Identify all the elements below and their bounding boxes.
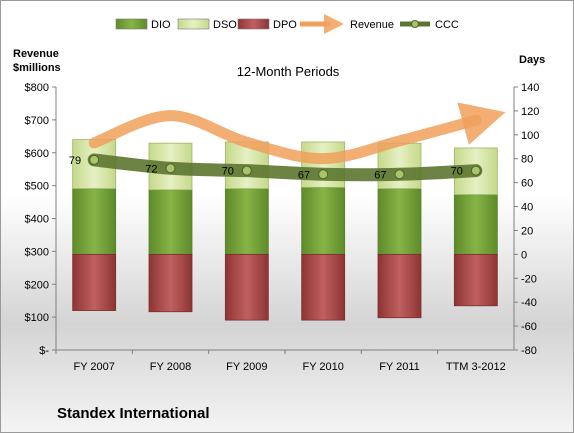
ccc-point [394, 169, 405, 180]
ccc-data-label: 67 [374, 169, 386, 181]
ccc-point [241, 165, 252, 176]
left-axis-tick-label: $100 [25, 312, 49, 324]
legend-swatch-ccc-marker [411, 20, 419, 28]
ccc-point [318, 169, 329, 180]
revenue-line [88, 102, 506, 165]
bar-dio [224, 188, 269, 255]
right-axis-tick-label: -20 [521, 273, 537, 285]
left-axis-tick-label: $400 [25, 214, 49, 226]
ccc-point [165, 163, 176, 174]
bar-dio [72, 188, 117, 255]
left-axis-tick-label: $600 [25, 148, 49, 160]
ccc-data-label: 79 [69, 155, 81, 167]
left-axis-tick-label: $- [39, 345, 49, 357]
left-axis-tick-label: $700 [25, 115, 49, 127]
right-axis-tick-label: -80 [521, 345, 537, 357]
right-axis-tick-label: -60 [521, 321, 537, 333]
bar-dpo [377, 253, 422, 319]
right-axis-tick-label: 80 [521, 154, 533, 166]
ccc-point [470, 165, 481, 176]
bar-dio [453, 194, 498, 255]
bar-dio [301, 187, 346, 255]
legend-label-revenue: Revenue [350, 19, 394, 31]
left-axis-title-line2: $millions [13, 62, 61, 74]
legend-label-dio: DIO [151, 19, 171, 31]
ccc-data-label: 70 [222, 166, 234, 178]
ccc-data-label: 70 [451, 166, 463, 178]
bar-dpo [72, 253, 117, 311]
bar-dpo [453, 253, 498, 307]
x-axis-tick-label: FY 2011 [379, 361, 420, 373]
left-axis-title-line1: Revenue [13, 48, 59, 60]
left-axis-tick-label: $200 [25, 279, 49, 291]
right-axis-tick-label: 120 [521, 106, 539, 118]
legend-swatch-dpo [237, 18, 270, 30]
bar-dso [377, 142, 422, 190]
right-axis-tick-label: 20 [521, 225, 533, 237]
bar-dpo [148, 253, 193, 313]
right-axis-tick-label: 140 [521, 82, 539, 94]
x-axis-tick-label: FY 2009 [226, 361, 267, 373]
bar-dpo [301, 253, 346, 321]
right-axis-tick-label: 60 [521, 178, 533, 190]
legend-label-ccc: CCC [435, 19, 459, 31]
right-axis-tick-label: 0 [521, 249, 527, 261]
right-axis-tick-label: 40 [521, 202, 533, 214]
left-axis-tick-label: $500 [25, 181, 49, 193]
x-axis-tick-label: TTM 3-2012 [446, 361, 506, 373]
ccc-data-label: 72 [145, 163, 157, 175]
chart-title: 12-Month Periods [237, 64, 340, 79]
bar-dio [377, 188, 422, 255]
left-axis-tick-label: $800 [25, 82, 49, 94]
ccc-point [89, 154, 100, 165]
ccc-data-label: 67 [298, 169, 310, 181]
legend-swatch-dso [177, 18, 210, 30]
legend-label-dso: DSO [213, 19, 237, 31]
company-name: Standex International [57, 405, 210, 422]
x-axis-tick-label: FY 2008 [150, 361, 191, 373]
right-axis-title: Days [519, 54, 545, 66]
bar-dio [148, 189, 193, 255]
bar-dpo [224, 253, 269, 321]
legend-swatch-dio [115, 18, 148, 30]
x-axis-tick-label: FY 2007 [73, 361, 114, 373]
x-axis-tick-label: FY 2010 [302, 361, 343, 373]
legend-label-dpo: DPO [273, 19, 297, 31]
ccc-line [87, 153, 483, 182]
right-axis-tick-label: 100 [521, 130, 539, 142]
left-axis-tick-label: $300 [25, 246, 49, 258]
right-axis-tick-label: -40 [521, 297, 537, 309]
